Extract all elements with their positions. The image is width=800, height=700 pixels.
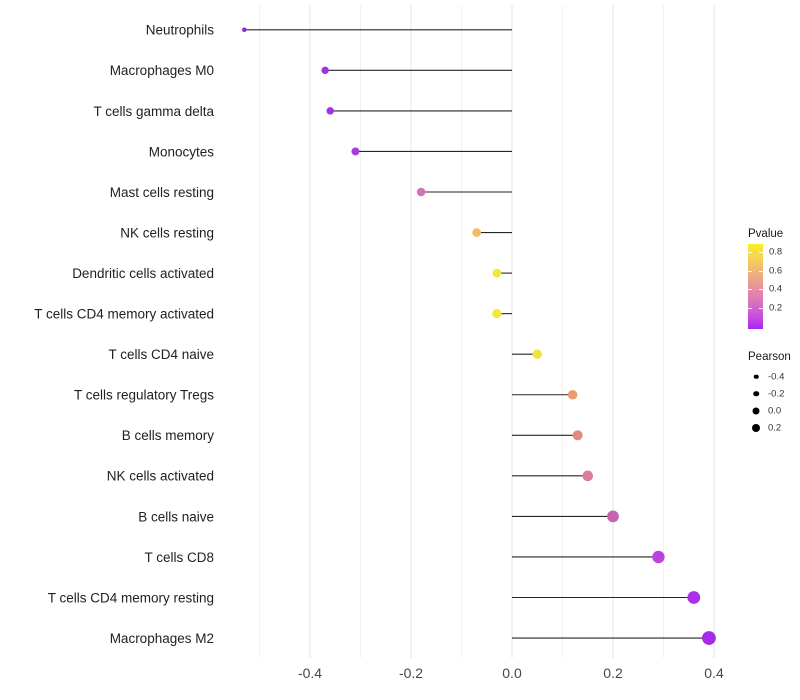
pearson-legend-entry--0.2: -0.2 [740,385,800,402]
pvalue-tick-mark [748,252,752,254]
category-label-mast-cells-resting: Mast cells resting [110,185,214,200]
pearson-legend-title: Pearson [748,351,791,363]
pearson-legend-entry-0.2: 0.2 [740,419,800,436]
pvalue-tick-mark [759,270,763,272]
data-point-macrophages-m0 [321,66,329,75]
category-label-b-cells-memory: B cells memory [122,428,215,443]
x-tick-label--0.2: -0.2 [399,665,423,681]
pvalue-gradient-bar [748,244,763,329]
pvalue-tick-label-0.8: 0.8 [769,246,783,258]
category-label-dendritic-cells-activated: Dendritic cells activated [72,266,214,281]
pearson-size-dot [753,390,759,397]
legend-panel: Pvalue 0.8 0.6 0.4 0.2 Pearson -0.4 -0.2 0.0 0… [740,224,800,439]
pearson-size-label: 0.0 [768,405,782,416]
category-label-t-cells-gamma-delta: T cells gamma delta [93,104,214,119]
x-tick-label-0.0: 0.0 [502,665,522,681]
pvalue-tick-mark [748,307,752,309]
pearson-size-label: -0.4 [768,371,785,382]
category-label-t-cells-cd8: T cells CD8 [144,550,214,565]
pearson-size-label: 0.2 [768,422,782,433]
pvalue-tick-mark [759,307,763,309]
pvalue-tick-label-0.6: 0.6 [769,265,783,277]
category-label-t-cells-cd4-memory-resting: T cells CD4 memory resting [48,590,214,605]
pearson-legend-entry-0.0: 0.0 [740,402,800,419]
x-tick-label-0.4: 0.4 [704,665,724,681]
pearson-size-label: -0.2 [768,388,785,399]
category-label-t-cells-cd4-naive: T cells CD4 naive [108,347,214,362]
category-label-nk-cells-activated: NK cells activated [107,469,214,484]
category-label-monocytes: Monocytes [149,144,215,159]
data-point-t-cells-cd4-memory-activated [492,309,502,319]
data-point-t-cells-regulatory-tregs [567,389,578,400]
category-label-neutrophils: Neutrophils [146,23,215,38]
x-tick-label--0.4: -0.4 [298,665,322,681]
category-label-t-cells-cd4-memory-activated: T cells CD4 memory activated [34,307,214,322]
pvalue-tick-mark [748,289,752,291]
data-point-t-cells-cd4-memory-resting [687,591,701,604]
pvalue-tick-label-0.4: 0.4 [769,283,783,295]
pearson-size-dot [752,407,760,414]
pvalue-tick-label-0.2: 0.2 [769,302,783,314]
pearson-size-dot [752,423,760,432]
category-label-b-cells-naive: B cells naive [138,509,214,524]
data-point-dendritic-cells-activated [492,268,502,278]
x-tick-label-0.2: 0.2 [603,665,623,681]
data-point-b-cells-memory [572,430,583,441]
category-label-t-cells-regulatory-tregs: T cells regulatory Tregs [74,388,214,403]
data-point-b-cells-naive [607,510,619,523]
category-label-macrophages-m2: Macrophages M2 [110,631,214,646]
pearson-size-dot [753,374,759,379]
data-point-mast-cells-resting [416,187,426,197]
category-label-macrophages-m0: Macrophages M0 [110,63,214,78]
data-point-nk-cells-resting [472,228,482,237]
data-point-monocytes [351,147,360,156]
pvalue-legend-title: Pvalue [748,228,784,240]
category-label-nk-cells-resting: NK cells resting [120,225,214,240]
pvalue-tick-mark [748,270,752,272]
pearson-legend-entry--0.4: -0.4 [740,368,800,385]
data-point-t-cells-gamma-delta [326,107,334,115]
pvalue-tick-mark [759,252,763,254]
data-point-nk-cells-activated [582,470,594,482]
data-point-t-cells-cd4-naive [532,349,542,359]
data-point-t-cells-cd8 [652,550,665,564]
data-point-macrophages-m2 [702,631,716,645]
pvalue-tick-mark [759,289,763,291]
data-point-neutrophils [242,27,247,33]
